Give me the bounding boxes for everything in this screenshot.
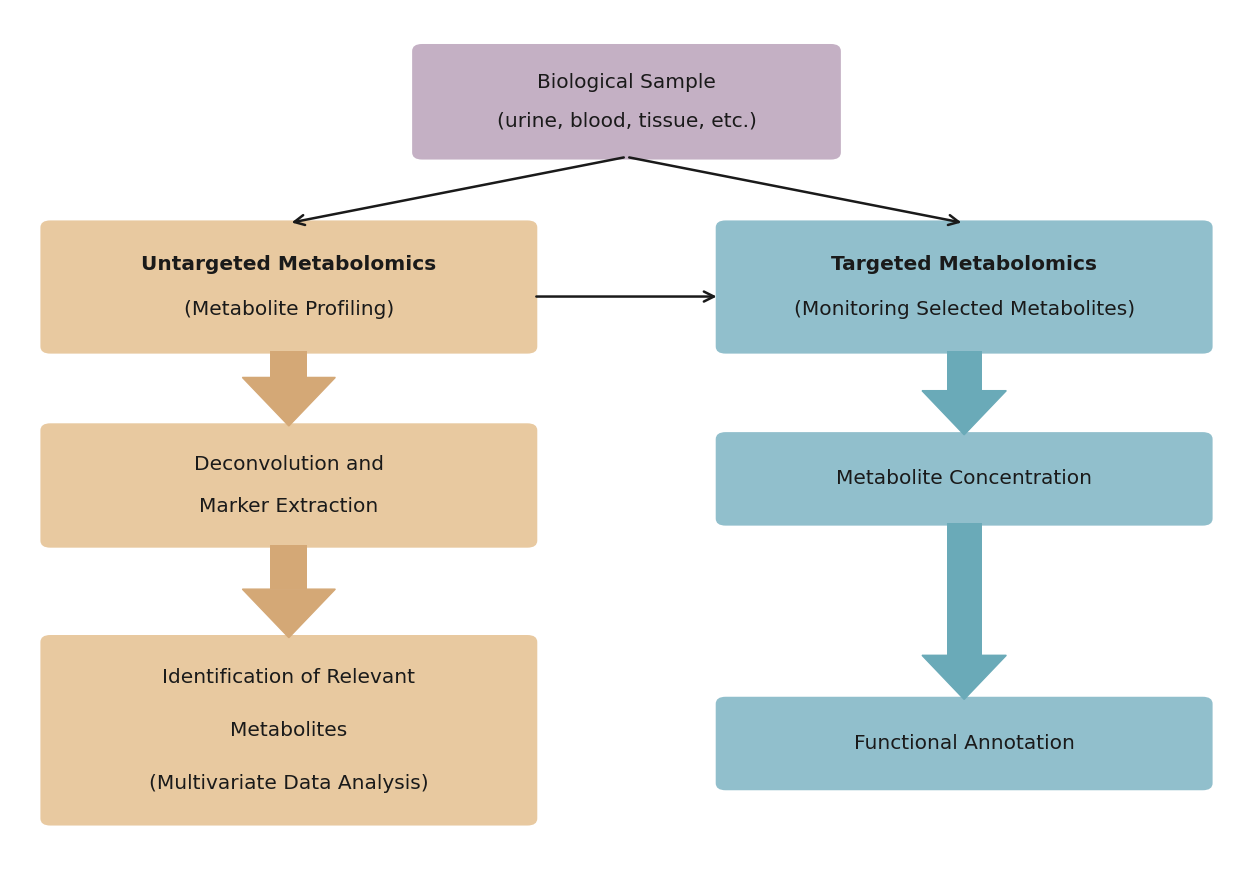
Text: Untargeted Metabolomics: Untargeted Metabolomics (142, 254, 436, 274)
Text: Biological Sample: Biological Sample (538, 73, 715, 92)
Text: (Multivariate Data Analysis): (Multivariate Data Analysis) (149, 774, 429, 793)
Text: (urine, blood, tissue, etc.): (urine, blood, tissue, etc.) (496, 111, 757, 131)
FancyBboxPatch shape (715, 697, 1213, 790)
Text: Metabolite Concentration: Metabolite Concentration (836, 470, 1093, 488)
FancyBboxPatch shape (40, 635, 538, 825)
FancyBboxPatch shape (40, 220, 538, 354)
FancyBboxPatch shape (412, 44, 841, 159)
Text: (Metabolite Profiling): (Metabolite Profiling) (184, 300, 393, 319)
FancyBboxPatch shape (715, 220, 1213, 354)
Polygon shape (242, 377, 336, 426)
Text: Targeted Metabolomics: Targeted Metabolomics (831, 254, 1098, 274)
Polygon shape (242, 590, 336, 638)
FancyBboxPatch shape (40, 423, 538, 547)
Bar (947, 523, 981, 655)
FancyBboxPatch shape (715, 432, 1213, 526)
Polygon shape (922, 391, 1006, 435)
Bar (947, 351, 981, 391)
Text: Deconvolution and: Deconvolution and (194, 455, 383, 474)
Bar (271, 351, 307, 377)
Text: (Monitoring Selected Metabolites): (Monitoring Selected Metabolites) (793, 300, 1135, 319)
Text: Metabolites: Metabolites (231, 720, 347, 740)
Text: Identification of Relevant: Identification of Relevant (163, 668, 415, 687)
Polygon shape (922, 655, 1006, 700)
Text: Marker Extraction: Marker Extraction (199, 497, 378, 516)
Text: Functional Annotation: Functional Annotation (853, 734, 1075, 753)
Bar (271, 545, 307, 590)
